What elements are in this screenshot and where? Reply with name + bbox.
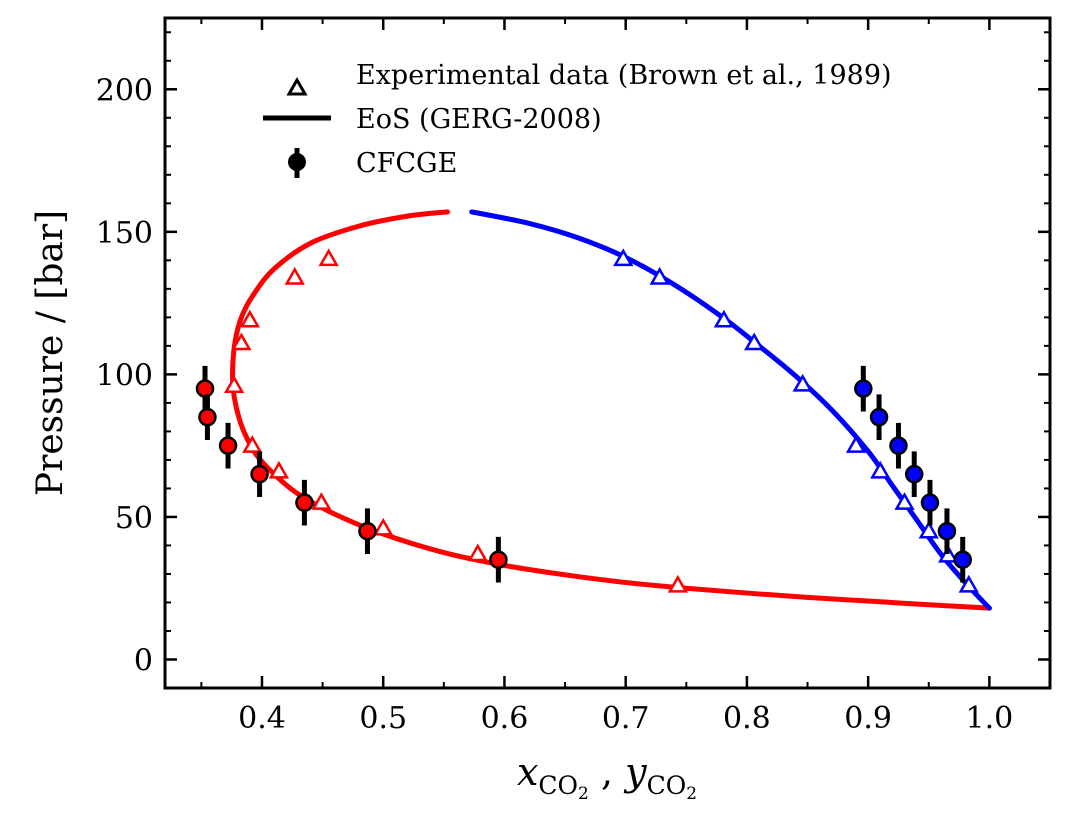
x-axis-label-x: x xyxy=(517,750,538,794)
cfcge-point xyxy=(295,493,314,512)
cfcge-point xyxy=(904,464,924,484)
x-tick-label: 0.7 xyxy=(602,701,650,736)
y-tick-label: 50 xyxy=(115,501,153,536)
experimental-point xyxy=(268,460,290,479)
experimental-point xyxy=(894,492,915,510)
experimental-point xyxy=(792,373,813,392)
experimental-point xyxy=(845,435,867,453)
experimental-point xyxy=(231,332,252,351)
x-axis-label-y: y xyxy=(623,750,647,794)
cfcge-point xyxy=(953,550,972,569)
experimental-point xyxy=(744,332,765,351)
cfcge-point xyxy=(198,407,217,427)
legend-label-eos: EoS (GERG-2008) xyxy=(356,104,602,135)
cfcge-point xyxy=(489,550,508,569)
legend-item-eos: EoS (GERG-2008) xyxy=(263,104,602,135)
experimental-point xyxy=(467,543,488,562)
cfcge-point xyxy=(250,464,269,484)
y-tick-label: 100 xyxy=(96,358,153,393)
x-tick-label: 0.5 xyxy=(359,701,407,736)
y-tick-label: 150 xyxy=(96,216,153,251)
x-tick-label: 0.4 xyxy=(238,701,286,736)
cfcge-point xyxy=(358,521,377,541)
x-axis-label-sep: , xyxy=(589,750,625,794)
x-axis-label-sub2-2: 2 xyxy=(686,784,697,804)
experimental-point xyxy=(713,309,735,328)
cfcge-point xyxy=(869,407,889,427)
legend-label-cfcge: CFCGE xyxy=(356,148,457,179)
legend-triangle-marker xyxy=(286,76,308,96)
axis-ticks: 0.4 0.5 0.6 0.7 0.8 0.9 1.0 0 50 100 150 200 xyxy=(96,18,1051,736)
experimental-point xyxy=(223,375,245,394)
experimental-point xyxy=(870,460,891,479)
experimental-point xyxy=(613,248,634,267)
y-tick-label: 0 xyxy=(134,643,153,678)
x-axis-label-sub2: CO xyxy=(647,771,687,800)
legend: Experimental data (Brown et al., 1989) E… xyxy=(263,60,892,179)
experimental-point xyxy=(239,309,261,328)
x-axis-label: xCO2 , yCO2 xyxy=(517,750,697,804)
experimental-point xyxy=(284,266,305,285)
cfcge-point xyxy=(218,436,238,455)
legend-label-experimental: Experimental data (Brown et al., 1989) xyxy=(356,60,892,91)
experimental-point xyxy=(958,574,979,593)
plot-frame xyxy=(163,16,1052,690)
experimental-point xyxy=(938,544,959,563)
experimental-point xyxy=(242,435,263,453)
y-axis-label: Pressure / [bar] xyxy=(30,210,71,496)
experimental-point xyxy=(311,492,332,510)
x-axis-label-sub1: CO xyxy=(538,771,578,800)
cfcge-point xyxy=(854,379,873,398)
x-axis-label-sub1-2: 2 xyxy=(578,784,589,804)
cfcge-point xyxy=(937,521,957,541)
experimental-point xyxy=(649,266,670,285)
experimental-point xyxy=(918,520,939,539)
cfcge-point xyxy=(889,436,908,455)
x-tick-label: 1.0 xyxy=(966,701,1014,736)
legend-item-experimental: Experimental data (Brown et al., 1989) xyxy=(286,60,892,96)
eos-line xyxy=(469,209,992,611)
x-tick-label: 0.6 xyxy=(481,701,529,736)
legend-circle-marker xyxy=(288,153,306,171)
legend-item-cfcge: CFCGE xyxy=(288,148,457,179)
plot-content xyxy=(195,209,992,611)
cfcge-point xyxy=(195,379,215,398)
y-tick-label: 200 xyxy=(96,73,153,108)
x-tick-label: 0.8 xyxy=(723,701,771,736)
experimental-point xyxy=(667,574,688,593)
cfcge-point xyxy=(920,493,940,512)
experimental-point xyxy=(318,248,339,267)
x-tick-label: 0.9 xyxy=(844,701,892,736)
experimental-point xyxy=(373,517,394,536)
